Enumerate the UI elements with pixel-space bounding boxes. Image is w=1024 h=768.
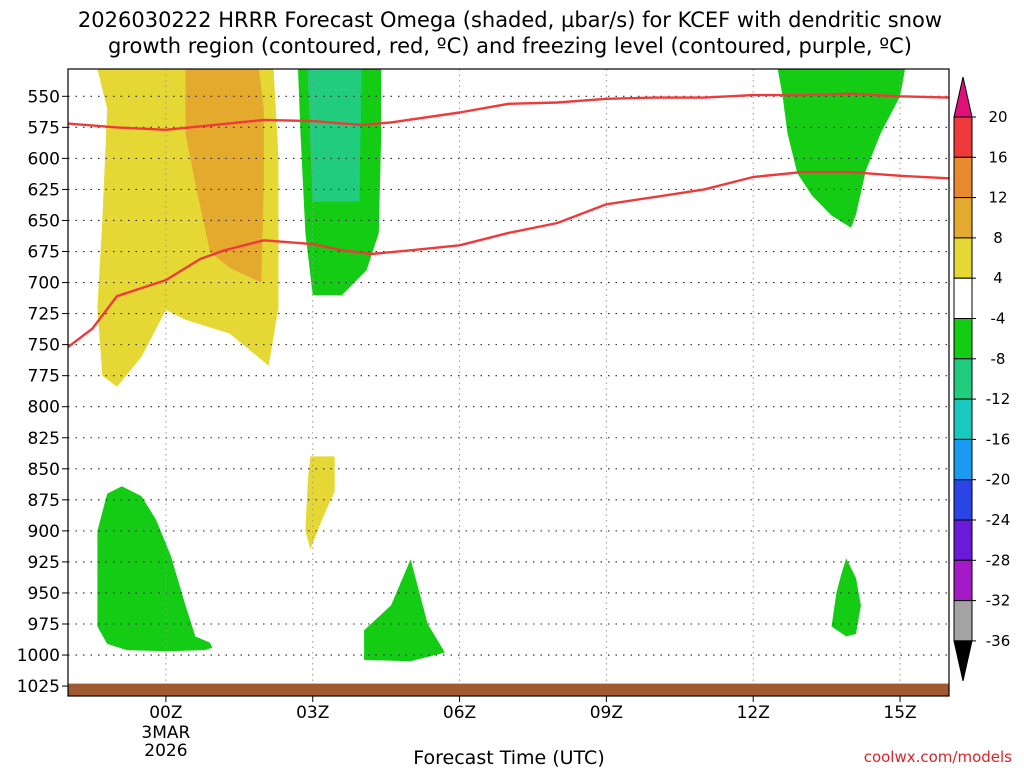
colorbar-bin--36--32: [953, 600, 973, 642]
colorbar-tick-label--20: -20: [986, 471, 1011, 489]
credit-text: coolwx.com/models: [864, 748, 1012, 766]
x-tick-label-06Z: 06Z: [443, 703, 476, 723]
colorbar-tick-label-4: 4: [993, 269, 1003, 287]
y-tick-label-1025: 1025: [17, 677, 60, 697]
omega-region-5: [777, 69, 905, 228]
y-tick-label-775: 775: [28, 367, 60, 387]
y-tick-label-700: 700: [28, 274, 60, 294]
x-tick-label-03Z: 03Z: [296, 703, 329, 723]
y-tick-label-600: 600: [28, 149, 60, 169]
colorbar-bin--4-4: [953, 277, 973, 320]
y-tick-label-850: 850: [28, 460, 60, 480]
colorbar-tick-label--28: -28: [986, 551, 1011, 569]
terrain-surface: [68, 683, 949, 696]
omega-region-9: [831, 558, 861, 637]
x-tick-label-00Z: 00Z: [149, 703, 182, 723]
y-tick-label-900: 900: [28, 522, 60, 542]
y-tick-label-875: 875: [28, 491, 60, 511]
x-tick-sublabel-00Z-2: 2026: [144, 741, 187, 761]
terrain-layer: [68, 683, 949, 696]
colorbar-tick-label--4: -4: [991, 310, 1006, 328]
omega-region-6: [305, 456, 335, 550]
colorbar-tick-label--12: -12: [986, 390, 1011, 408]
isotherm-contours: [68, 92, 949, 349]
y-tick-label-750: 750: [28, 336, 60, 356]
colorbar-bin--8--4: [953, 318, 973, 360]
colorbar-under-triangle: [953, 640, 973, 682]
gridlines: [68, 69, 949, 696]
colorbar-tick-label--8: -8: [991, 350, 1006, 368]
colorbar-bin-16-20: [953, 116, 973, 158]
y-tick-label-975: 975: [28, 615, 60, 635]
omega-region-8: [364, 559, 445, 662]
x-axis-label: Forecast Time (UTC): [413, 747, 604, 768]
y-tick-label-550: 550: [28, 87, 60, 107]
plot-frame: [67, 68, 950, 697]
x-tick-label-09Z: 09Z: [590, 703, 623, 723]
colorbar: 20 16 12 8 4 -4 -8 -12 -16 -20 -24 -28 -32 -36: [953, 76, 1011, 682]
y-tick-label-950: 950: [28, 584, 60, 604]
colorbar-bin--20--16: [953, 438, 973, 481]
colorbar-tick-label--16: -16: [986, 430, 1011, 448]
y-tick-label-800: 800: [28, 398, 60, 418]
colorbar-bin-12-16: [953, 156, 973, 199]
y-axis-ticks: 550 575 600 625 650 675 700 725 750 775 800 825 850 8…: [17, 87, 68, 697]
colorbar-bin--16--12: [953, 398, 973, 440]
y-tick-label-675: 675: [28, 243, 60, 263]
colorbar-tick-label-16: 16: [988, 148, 1007, 166]
isotherm-line-2: [68, 170, 949, 349]
chart-title-line-1: 2026030222 HRRR Forecast Omega (shaded, …: [78, 8, 942, 32]
x-tick-sublabel-00Z-1: 3MAR: [141, 723, 190, 743]
colorbar-tick-label-8: 8: [993, 229, 1003, 247]
colorbar-bin-8-12: [953, 197, 973, 239]
omega-region-4: [307, 69, 362, 202]
y-tick-label-625: 625: [28, 180, 60, 200]
omega-region-7: [97, 486, 213, 652]
x-tick-label-12Z: 12Z: [737, 703, 770, 723]
colorbar-tick-label--24: -24: [986, 511, 1011, 529]
y-tick-label-650: 650: [28, 211, 60, 231]
y-tick-label-825: 825: [28, 429, 60, 449]
colorbar-tick-label--36: -36: [986, 632, 1011, 650]
colorbar-bin--24--20: [953, 479, 973, 521]
colorbar-bin-4-8: [953, 237, 973, 279]
colorbar-bin--28--24: [953, 519, 973, 561]
y-tick-label-725: 725: [28, 305, 60, 325]
colorbar-bin--32--28: [953, 559, 973, 602]
chart-title-line-2: growth region (contoured, red, ºC) and f…: [108, 34, 912, 58]
y-tick-label-925: 925: [28, 553, 60, 573]
y-tick-label-575: 575: [28, 118, 60, 138]
colorbar-tick-label--32: -32: [986, 592, 1011, 610]
colorbar-over-triangle: [953, 76, 973, 118]
y-tick-label-1000: 1000: [17, 646, 60, 666]
colorbar-bin--12--8: [953, 358, 973, 400]
omega-shading: [97, 69, 905, 662]
isotherm-line-1: [68, 92, 949, 132]
colorbar-tick-label-20: 20: [988, 108, 1007, 126]
x-tick-label-15Z: 15Z: [883, 703, 916, 723]
colorbar-tick-label-12: 12: [988, 189, 1007, 207]
